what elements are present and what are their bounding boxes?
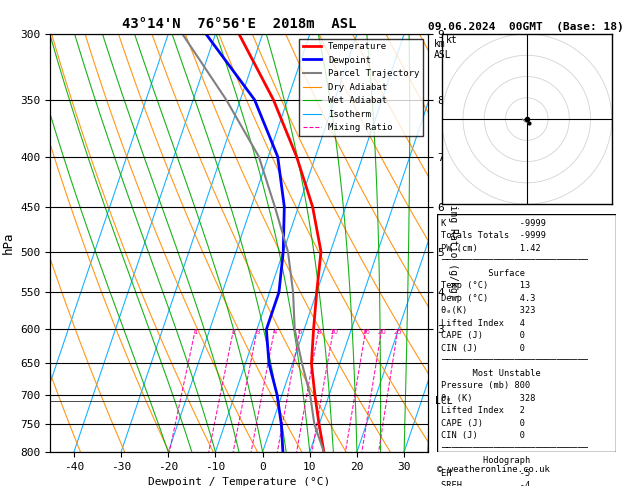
Y-axis label: hPa: hPa bbox=[2, 232, 15, 254]
Y-axis label: Mixing Ratio (g/kg): Mixing Ratio (g/kg) bbox=[448, 187, 458, 299]
Text: 6: 6 bbox=[298, 330, 302, 335]
Text: © weatheronline.co.uk: © weatheronline.co.uk bbox=[437, 465, 550, 474]
Text: kt: kt bbox=[446, 35, 458, 45]
Legend: Temperature, Dewpoint, Parcel Trajectory, Dry Adiabat, Wet Adiabat, Isotherm, Mi: Temperature, Dewpoint, Parcel Trajectory… bbox=[299, 38, 423, 136]
Text: 3: 3 bbox=[255, 330, 259, 335]
Text: km
ASL: km ASL bbox=[434, 39, 452, 60]
Text: K              -9999
Totals Totals  -9999
PW (cm)        1.42
──────────────────: K -9999 Totals Totals -9999 PW (cm) 1.42… bbox=[441, 219, 587, 486]
X-axis label: Dewpoint / Temperature (°C): Dewpoint / Temperature (°C) bbox=[148, 477, 330, 486]
Text: 16: 16 bbox=[361, 330, 370, 335]
Text: 10: 10 bbox=[329, 330, 338, 335]
Text: LCL: LCL bbox=[435, 396, 453, 406]
Text: 4: 4 bbox=[272, 330, 277, 335]
Title: 43°14'N  76°56'E  2018m  ASL: 43°14'N 76°56'E 2018m ASL bbox=[122, 17, 356, 32]
Text: 20: 20 bbox=[377, 330, 386, 335]
Text: 8: 8 bbox=[316, 330, 321, 335]
Text: 09.06.2024  00GMT  (Base: 18): 09.06.2024 00GMT (Base: 18) bbox=[428, 22, 623, 32]
Text: 25: 25 bbox=[394, 330, 402, 335]
Text: 2: 2 bbox=[231, 330, 236, 335]
Text: 1: 1 bbox=[193, 330, 198, 335]
